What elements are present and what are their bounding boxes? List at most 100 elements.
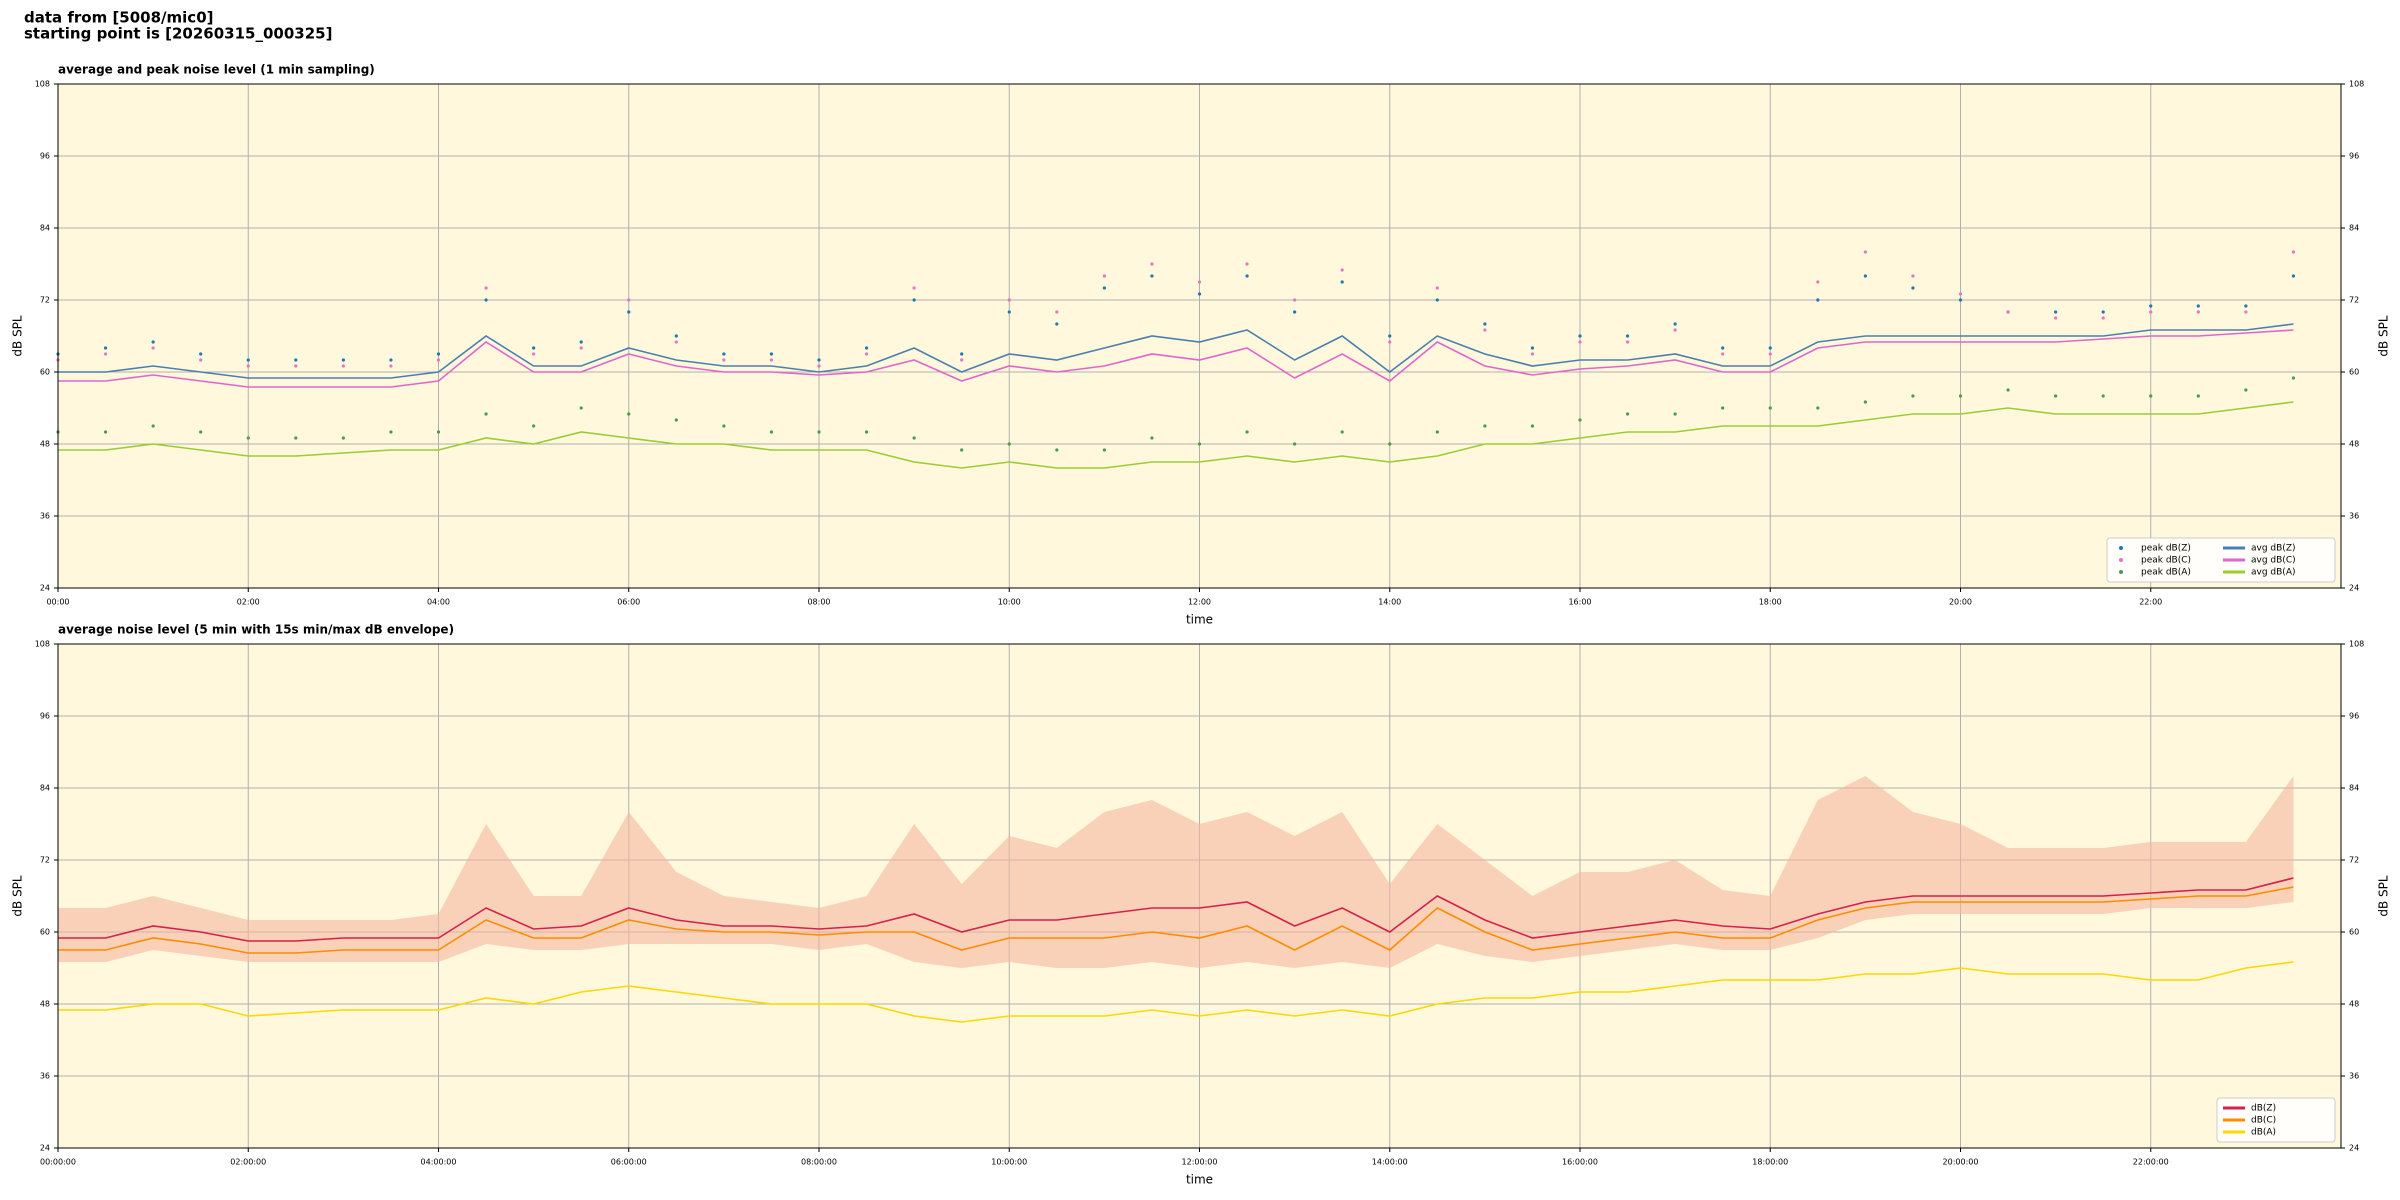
y-tick-label: 60	[2349, 368, 2359, 377]
peak-dot	[1055, 322, 1059, 326]
peak-dot	[1293, 310, 1297, 314]
peak-dot	[1673, 322, 1677, 326]
peak-dot	[2196, 304, 2200, 308]
peak-dot	[2101, 316, 2105, 320]
peak-dot	[817, 358, 821, 362]
header-line: data from [5008/mic0]	[24, 9, 214, 27]
peak-dot	[1435, 430, 1439, 434]
peak-dot	[246, 436, 250, 440]
y-tick-label: 108	[2349, 80, 2364, 89]
y-tick-label: 24	[2349, 1144, 2359, 1153]
legend-label: peak dB(C)	[2141, 556, 2191, 566]
peak-dot	[1768, 352, 1772, 356]
y-tick-label: 84	[40, 224, 50, 233]
peak-dot	[2054, 316, 2058, 320]
peak-dot	[1768, 406, 1772, 410]
peak-dot	[864, 352, 869, 356]
peak-dot	[2244, 304, 2248, 308]
peak-dot	[1340, 268, 1344, 272]
peak-dot	[2149, 394, 2153, 398]
peak-dot	[579, 340, 583, 344]
y-tick-label: 24	[2349, 584, 2359, 593]
peak-dot	[484, 286, 488, 290]
peak-dot	[1483, 322, 1487, 326]
peak-dot	[246, 358, 250, 362]
x-tick-label: 00:00	[46, 598, 69, 607]
x-tick-label: 12:00:00	[1182, 1158, 1218, 1167]
peak-dot	[1102, 274, 1106, 278]
legend-label: dB(Z)	[2251, 1104, 2276, 1114]
peak-dot	[1578, 334, 1582, 338]
x-tick-label: 18:00	[1759, 598, 1782, 607]
peak-dot	[1102, 286, 1106, 290]
x-tick-label: 16:00:00	[1562, 1158, 1598, 1167]
legend-label: dB(A)	[2251, 1128, 2276, 1138]
peak-dot	[1958, 298, 1963, 302]
peak-dot	[1197, 292, 1202, 296]
peak-dot	[1911, 394, 1915, 398]
peak-dot	[2244, 310, 2248, 314]
legend-label: avg dB(A)	[2251, 568, 2295, 578]
peak-dot	[674, 340, 678, 344]
peak-dot	[103, 346, 108, 350]
y-axis-label: dB SPL	[11, 315, 25, 357]
peak-dot	[2244, 388, 2248, 392]
peak-dot	[1340, 280, 1344, 284]
peak-dot	[1578, 418, 1582, 422]
peak-dot	[2054, 394, 2058, 398]
x-tick-label: 18:00:00	[1752, 1158, 1788, 1167]
peak-dot	[960, 358, 964, 362]
peak-dot	[1150, 436, 1154, 440]
peak-dot	[1958, 394, 1963, 398]
legend-label: peak dB(A)	[2141, 568, 2191, 578]
peak-dot	[1150, 274, 1154, 278]
peak-dot	[199, 430, 203, 434]
peak-dot	[722, 358, 726, 362]
x-tick-label: 00:00:00	[40, 1158, 76, 1167]
x-tick-label: 04:00:00	[421, 1158, 457, 1167]
legend-label: dB(C)	[2251, 1116, 2276, 1126]
peak-dot	[1388, 340, 1392, 344]
peak-dot	[960, 352, 964, 356]
peak-dot	[912, 298, 916, 302]
peak-dot	[1721, 406, 1725, 410]
peak-dot	[627, 298, 631, 302]
peak-dot	[1102, 448, 1106, 452]
peak-dot	[912, 286, 916, 290]
series-line	[58, 961, 2294, 1023]
peak-dot	[1435, 286, 1439, 290]
x-tick-label: 04:00	[427, 598, 450, 607]
peak-dot	[1911, 286, 1915, 290]
peak-dot	[1435, 298, 1439, 302]
peak-dot	[2149, 310, 2153, 314]
peak-dot	[1768, 346, 1772, 350]
peak-dot	[436, 352, 441, 356]
peak-dot	[1055, 448, 1059, 452]
legend-box	[2106, 537, 2336, 583]
y-tick-label: 72	[2349, 856, 2359, 865]
legend-label: avg dB(Z)	[2251, 544, 2296, 554]
peak-dot	[341, 358, 345, 362]
y-tick-label: 84	[2349, 224, 2359, 233]
legend-marker	[2119, 558, 2123, 562]
peak-dot	[579, 346, 583, 350]
peak-dot	[341, 364, 345, 368]
legend-label: peak dB(Z)	[2141, 544, 2191, 554]
peak-dot	[103, 352, 108, 356]
peak-dot	[1245, 430, 1249, 434]
peak-dot	[389, 358, 393, 362]
peak-dot	[1673, 328, 1677, 332]
series-line	[58, 401, 2294, 469]
y-tick-label: 108	[35, 80, 50, 89]
peak-dot	[2101, 310, 2105, 314]
x-tick-label: 02:00	[237, 598, 260, 607]
peak-dot	[151, 346, 155, 350]
x-axis-label: time	[1186, 613, 1213, 627]
y-tick-label: 36	[2349, 512, 2359, 521]
peak-dot	[1863, 400, 1867, 404]
y-axis-label: dB SPL	[11, 875, 25, 917]
peak-dot	[1007, 310, 1011, 314]
y-tick-label: 72	[2349, 296, 2359, 305]
peak-dot	[2196, 310, 2200, 314]
peak-dot	[532, 346, 536, 350]
